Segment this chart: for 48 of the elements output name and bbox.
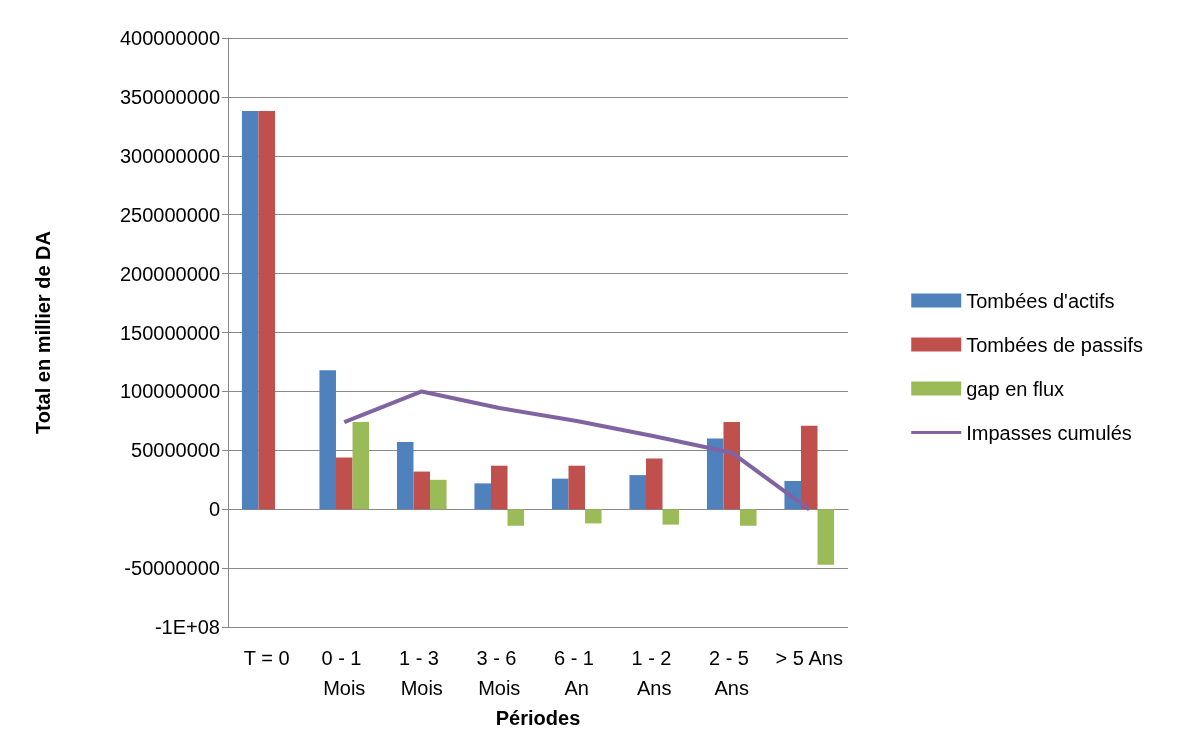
x-tick-label: T = 0 — [243, 647, 290, 670]
legend-label: Tombées de passifs — [966, 333, 1144, 356]
bar — [645, 458, 663, 510]
bar — [551, 478, 569, 510]
legend-label: gap en flux — [966, 377, 1065, 400]
y-tick-label: -1E+08 — [154, 616, 220, 639]
x-axis-title: Périodes — [495, 707, 581, 729]
bar — [490, 465, 508, 510]
bar — [568, 465, 586, 510]
y-tick-label: 50000000 — [131, 439, 220, 462]
bar — [335, 457, 353, 510]
bar — [396, 442, 414, 510]
x-tick-label: 0 - 1 Mois — [321, 647, 368, 700]
bar — [723, 422, 741, 510]
y-tick-label: 250000000 — [119, 203, 220, 226]
x-tick-label: 6 - 1 An — [553, 647, 600, 700]
y-tick-label: 0 — [208, 498, 220, 521]
y-tick-label: -50000000 — [124, 557, 220, 580]
bar — [474, 483, 491, 510]
bar — [413, 471, 431, 510]
y-tick-label: 350000000 — [119, 85, 220, 108]
y-tick-label: 150000000 — [119, 321, 220, 344]
bar — [241, 111, 259, 510]
bar — [662, 509, 680, 525]
bar — [319, 370, 336, 510]
y-axis-title: Total en millier de DA — [32, 231, 54, 435]
legend-label: Impasses cumulés — [966, 421, 1132, 444]
y-tick-label: 400000000 — [119, 27, 220, 49]
x-tick-label: 2 - 5 Ans — [708, 647, 755, 700]
legend-label: Tombées d'actifs — [966, 289, 1115, 312]
x-tick-label: > 5 Ans — [775, 647, 843, 670]
bar — [585, 509, 602, 524]
bar — [800, 425, 818, 510]
bar — [507, 509, 525, 526]
bar — [740, 509, 757, 526]
y-tick-label: 200000000 — [119, 262, 220, 285]
y-tick-label: 300000000 — [119, 144, 220, 167]
bar — [706, 438, 724, 510]
bar — [258, 111, 276, 510]
bar — [817, 509, 835, 565]
bar — [352, 422, 370, 510]
bar — [430, 479, 447, 510]
x-tick-label: 1 - 2 Ans — [631, 647, 678, 700]
line-series — [342, 389, 812, 512]
x-tick-label: 1 - 3 Mois — [398, 647, 445, 700]
x-tick-label: 3 - 6 Mois — [476, 647, 523, 700]
y-tick-label: 100000000 — [119, 380, 220, 403]
bar — [629, 475, 646, 510]
